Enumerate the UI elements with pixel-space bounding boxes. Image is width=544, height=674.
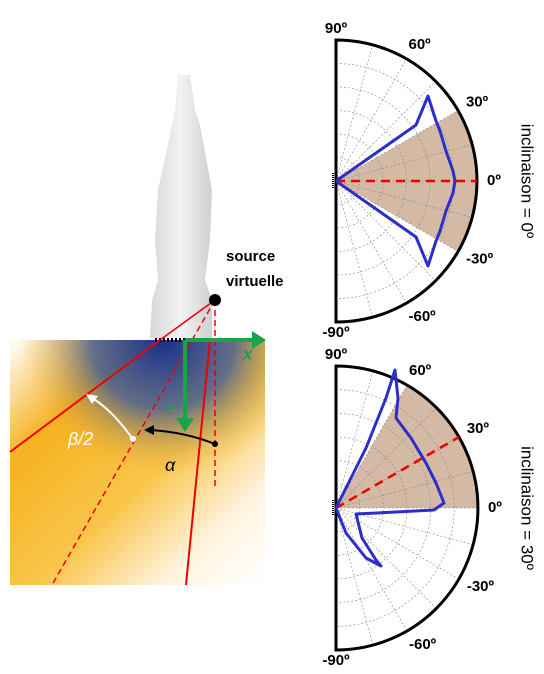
grid-spoke xyxy=(335,180,407,304)
half-angle-head xyxy=(86,394,98,404)
half-angle-arc xyxy=(91,397,133,439)
source-label: source xyxy=(226,248,275,265)
angle-label: -30º xyxy=(466,250,494,267)
angle-label: 0º xyxy=(488,499,502,516)
beam-edge xyxy=(9,339,161,453)
x-label: x xyxy=(242,344,254,363)
caption: inclinaison = 30º xyxy=(518,446,537,570)
angle-label: 30º xyxy=(466,93,489,110)
grid-circle xyxy=(335,413,431,603)
source-label: virtuelle xyxy=(226,273,284,290)
outer-arc xyxy=(334,38,479,324)
angle-label: 30º xyxy=(467,420,490,437)
grid-spoke xyxy=(335,180,436,281)
sector xyxy=(336,385,478,508)
directivity-curve xyxy=(334,368,446,568)
directivity-curve xyxy=(335,94,457,268)
grid-spoke xyxy=(335,81,436,182)
polar-plot: 90º 60º 30º 0º -30º -60º -90º inclinaison = 0º xyxy=(322,20,536,341)
angle-label: -90º xyxy=(322,324,350,341)
steering-label: α xyxy=(165,455,176,475)
grid-circle xyxy=(335,110,407,252)
angle-label: -60º xyxy=(409,636,437,653)
outer-arc xyxy=(334,364,480,652)
x-arrow-head xyxy=(252,331,266,349)
arc-end xyxy=(130,436,136,442)
angle-label: 90º xyxy=(325,346,348,363)
polar-plot: 90º 60º 30º 0º -30º -60º -90º inclinaison = 30º xyxy=(322,346,536,669)
grid-circle xyxy=(335,389,455,627)
arc-end xyxy=(212,441,218,447)
beam-field-core xyxy=(10,340,265,585)
virtual-source xyxy=(209,294,221,306)
angle-label: 0º xyxy=(487,172,501,189)
z-label: z xyxy=(165,401,174,418)
caption: inclinaison = 0º xyxy=(518,124,537,238)
grid-spoke xyxy=(335,58,407,182)
grid-spoke xyxy=(335,180,373,318)
beam-edge xyxy=(185,339,211,586)
steering-arc xyxy=(149,429,216,445)
angle-label: 60º xyxy=(409,36,432,53)
angle-label: -90º xyxy=(322,652,350,669)
sector xyxy=(336,110,477,252)
grid-spoke xyxy=(335,144,473,182)
probe xyxy=(150,75,212,338)
steering-line xyxy=(335,435,460,510)
half-aperture-label: β/2 xyxy=(67,429,93,449)
angle-label: -60º xyxy=(409,308,437,325)
angle-label: -30º xyxy=(467,578,495,595)
beam-diagram: source virtuelle x z β/2 α xyxy=(9,75,284,586)
grid-spoke xyxy=(335,507,437,609)
source-ray xyxy=(159,299,216,341)
angle-label: 90º xyxy=(325,20,348,37)
grid-spoke xyxy=(335,180,473,218)
beam-axis xyxy=(51,299,216,586)
angle-label: 60º xyxy=(409,362,432,379)
steering-head xyxy=(144,425,154,435)
z-arrow-head xyxy=(176,418,194,432)
grid-spoke xyxy=(335,44,373,182)
